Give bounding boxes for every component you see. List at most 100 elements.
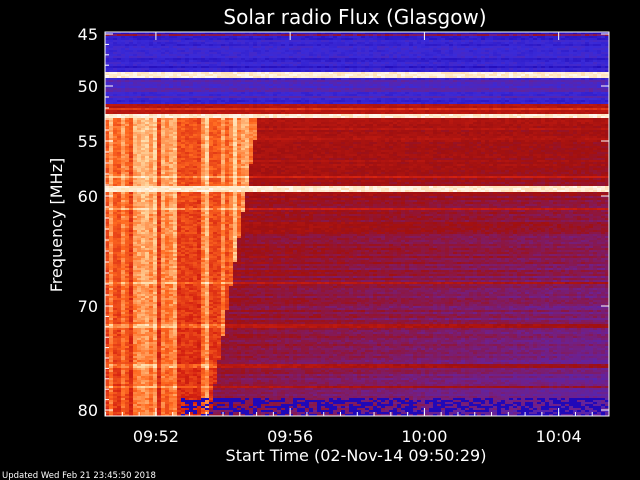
heatmap-cell	[509, 36, 513, 38]
heatmap-cell	[161, 54, 165, 56]
heatmap-cell	[197, 48, 201, 50]
heatmap-cell	[553, 48, 557, 50]
heatmap-cell	[213, 42, 217, 44]
heatmap-cell	[177, 58, 181, 60]
heatmap-cell	[149, 48, 153, 50]
heatmap-cell	[241, 50, 245, 52]
heatmap-cell	[237, 36, 241, 38]
heatmap-cell	[521, 56, 525, 58]
heatmap-cell	[281, 36, 285, 38]
heatmap-cell	[193, 52, 197, 54]
heatmap-cell	[273, 42, 277, 44]
heatmap-cell	[577, 52, 581, 54]
heatmap-cell	[409, 54, 413, 56]
heatmap-cell	[225, 56, 229, 58]
heatmap-cell	[205, 50, 209, 52]
heatmap-cell	[321, 50, 325, 52]
heatmap-cell	[189, 48, 193, 50]
heatmap-cell	[221, 54, 225, 56]
heatmap-cell	[133, 58, 137, 60]
heatmap-cell	[217, 54, 221, 56]
heatmap-cell	[557, 46, 561, 48]
heatmap-cell	[217, 46, 221, 48]
heatmap-cell	[589, 56, 593, 58]
heatmap-cell	[325, 50, 329, 52]
heatmap-cell	[273, 38, 277, 40]
heatmap-cell	[421, 50, 425, 52]
heatmap-cell	[553, 58, 557, 60]
heatmap-cell	[397, 38, 401, 40]
heatmap-cell	[285, 50, 289, 52]
heatmap-cell	[585, 36, 589, 38]
heatmap-cell	[489, 40, 493, 42]
heatmap-cell	[405, 34, 409, 36]
heatmap-cell	[497, 48, 501, 50]
heatmap-cell	[109, 42, 113, 44]
heatmap-cell	[601, 38, 605, 40]
heatmap-cell	[469, 34, 473, 36]
heatmap-cell	[501, 48, 505, 50]
heatmap-cell	[257, 36, 261, 38]
heatmap-cell	[565, 46, 569, 48]
heatmap-cell	[109, 56, 113, 58]
heatmap-cell	[469, 42, 473, 44]
heatmap-cell	[309, 40, 313, 42]
heatmap-cell	[373, 56, 377, 58]
heatmap-cell	[233, 34, 237, 36]
heatmap-cell	[561, 42, 565, 44]
heatmap-cell	[133, 48, 137, 50]
heatmap-cell	[125, 46, 129, 48]
heatmap-cell	[325, 46, 329, 48]
heatmap-cell	[561, 44, 565, 46]
heatmap-cell	[409, 46, 413, 48]
heatmap-cell	[145, 58, 149, 60]
heatmap-cell	[409, 50, 413, 52]
heatmap-cell	[265, 40, 269, 42]
heatmap-cell	[377, 52, 381, 54]
heatmap-cell	[377, 40, 381, 42]
heatmap-cell	[461, 40, 465, 42]
heatmap-cell	[453, 40, 457, 42]
heatmap-cell	[573, 38, 577, 40]
heatmap-cell	[329, 44, 333, 46]
heatmap-cell	[209, 36, 213, 38]
heatmap-cell	[369, 58, 373, 60]
heatmap-cell	[169, 46, 173, 48]
heatmap-cell	[385, 58, 389, 60]
heatmap-cell	[417, 40, 421, 42]
heatmap-cell	[261, 46, 265, 48]
heatmap-cell	[421, 44, 425, 46]
heatmap-cell	[197, 46, 201, 48]
heatmap-cell	[205, 56, 209, 58]
heatmap-cell	[233, 36, 237, 38]
heatmap-cell	[249, 34, 253, 36]
heatmap-cell	[353, 58, 357, 60]
heatmap-cell	[437, 56, 441, 58]
heatmap-cell	[601, 42, 605, 44]
heatmap-cell	[549, 34, 553, 36]
heatmap-cell	[533, 44, 537, 46]
heatmap-cell	[529, 44, 533, 46]
heatmap-cell	[493, 54, 497, 56]
heatmap-cell	[469, 54, 473, 56]
heatmap-cell	[153, 58, 157, 60]
heatmap-cell	[429, 36, 433, 38]
heatmap-cell	[493, 40, 497, 42]
heatmap-cell	[329, 38, 333, 40]
heatmap-cell	[165, 46, 169, 48]
heatmap-cell	[537, 54, 541, 56]
heatmap-cell	[225, 58, 229, 60]
heatmap-cell	[253, 50, 257, 52]
heatmap-cell	[125, 54, 129, 56]
heatmap-cell	[297, 58, 301, 60]
heatmap-cell	[313, 36, 317, 38]
heatmap-cell	[577, 38, 581, 40]
heatmap-cell	[333, 34, 337, 36]
heatmap-cell	[457, 52, 461, 54]
heatmap-cell	[205, 42, 209, 44]
heatmap-cell	[181, 40, 185, 42]
heatmap-cell	[249, 52, 253, 54]
heatmap-cell	[261, 44, 265, 46]
heatmap-cell	[141, 34, 145, 36]
heatmap-cell	[417, 58, 421, 60]
